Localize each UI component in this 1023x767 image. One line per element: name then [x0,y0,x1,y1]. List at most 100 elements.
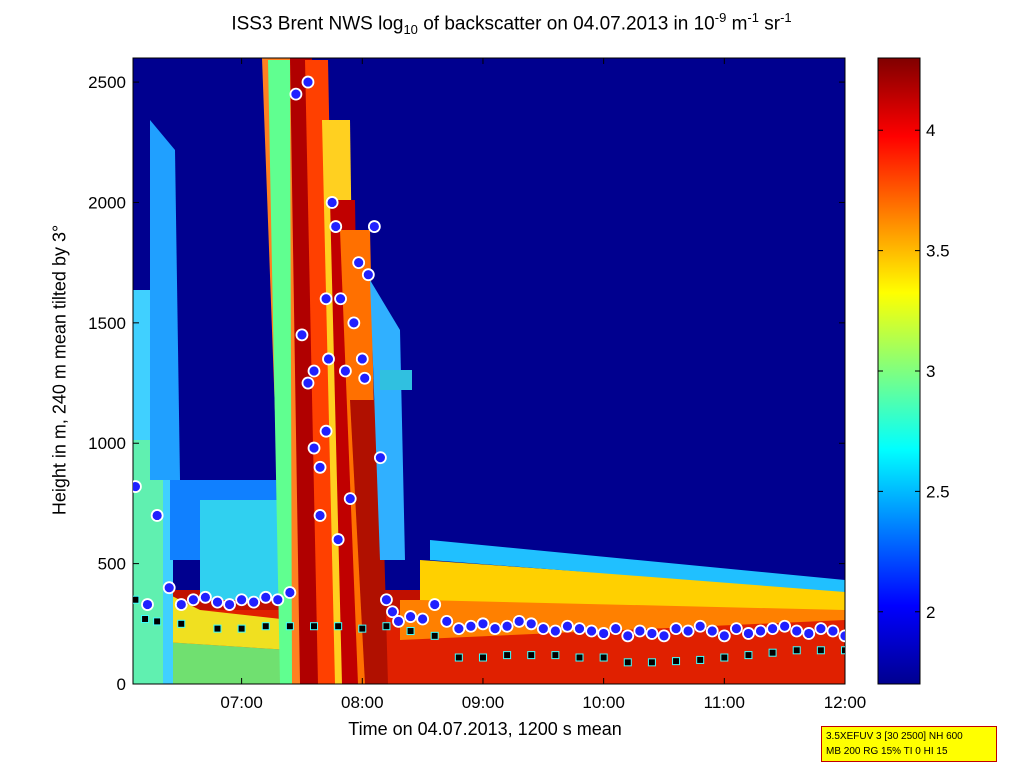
cloud-base-point [768,648,777,657]
plot-frame [132,57,846,685]
blh-point [609,622,623,636]
blh-point [347,316,361,330]
y-axis: 0 500 1000 1500 2000 2500 [88,73,845,694]
blh-point [307,364,321,378]
blh-point [561,619,574,633]
x-tick-label: 09:00 [462,693,505,712]
cloud-base-point [454,653,463,662]
blh-point [754,624,767,638]
blh-point [621,629,635,643]
cloud-base-point [153,617,162,626]
cloud-base-point [406,627,415,636]
blh-point [367,220,381,233]
colorbar-tick-label: 2.5 [926,482,950,501]
cloud-base-point [141,614,150,623]
blh-point [289,87,303,101]
blh-point [322,352,335,366]
blh-point [235,593,249,607]
blh-point [536,622,550,636]
blh-point [476,617,490,631]
cloud-base-point [133,595,140,604]
blh-point [301,75,315,89]
y-tick-label: 1500 [88,314,126,333]
y-tick-label: 2500 [88,73,126,92]
blh-point [778,619,792,633]
x-axis: 07:00 08:00 09:00 10:00 11:00 12:00 [220,58,866,712]
blh-point [325,196,339,209]
x-tick-label: 11:00 [704,693,745,712]
cloud-base-point [478,653,487,662]
blh-point [331,533,345,546]
cloud-base-point [503,651,512,660]
blh-point [319,424,333,438]
blh-point [452,622,466,636]
blh-point [259,590,273,604]
blh-point [186,593,200,607]
blh-point [826,624,840,638]
chart-title: ISS3 Brent NWS log10 of backscatter on 0… [231,10,792,38]
blh-point [392,615,405,628]
cloud-base-point [213,624,222,633]
y-tick-label: 500 [98,555,126,574]
cloud-base-point [696,655,705,664]
blh-point [633,624,647,638]
settings-info-box: 3.5XEFUV 3 [30 2500] NH 600 MB 200 RG 15… [821,726,997,762]
blh-point [802,627,816,640]
blh-point [313,509,327,522]
blh-point [488,622,502,636]
cloud-base-point [334,622,343,631]
blh-point [681,624,695,638]
blh-point [223,598,236,611]
cloud-base-point [744,651,753,660]
colorbar-axis: 2 2.5 3 3.5 4 [878,121,950,622]
blh-point [705,624,719,638]
blh-point [386,605,399,619]
blh-point [307,441,321,455]
cloud-base-point [672,657,681,666]
cloud-base-point [720,653,729,662]
blh-point [271,593,285,607]
blh-point [352,256,366,270]
cloud-base-point [575,653,584,662]
colorbar-tick-label: 3.5 [926,242,950,261]
blh-point [211,595,224,609]
blh-point [790,624,804,638]
blh-point [597,627,611,640]
blh-point [301,376,315,390]
x-axis-label: Time on 04.07.2013, 1200 s mean [348,719,622,739]
cloud-base-point [647,658,656,667]
cloud-base-point [551,651,560,660]
colorbar-tick-label: 2 [926,603,935,622]
blh-point [645,627,659,640]
cloud-base-series [133,595,845,667]
boundary-layer-height-series [133,75,845,643]
x-tick-label: 08:00 [341,693,384,712]
x-tick-label: 10:00 [582,693,625,712]
cloud-base-point [261,622,270,631]
blh-point [573,622,586,636]
x-tick-label: 12:00 [824,693,867,712]
blh-point [464,619,478,633]
blh-point [838,629,845,643]
cloud-base-point [358,624,367,633]
y-tick-label: 1000 [88,434,126,453]
cloud-base-point [527,651,536,660]
colorbar [877,57,921,685]
blh-point [693,619,707,633]
cloud-base-point [177,619,186,628]
blh-point [358,371,372,385]
blh-point [729,622,743,636]
blh-point [162,581,176,595]
x-tick-label: 07:00 [220,693,263,712]
blh-point [355,352,369,366]
blh-point [141,598,154,611]
cloud-base-point [237,624,246,633]
blh-point [657,629,671,643]
cloud-base-point [382,622,391,631]
blh-point [548,624,562,638]
y-axis-label: Height in m, 240 m mean tilted by 3° [49,224,70,516]
y-tick-label: 2000 [88,193,126,212]
cloud-base-point [841,646,845,655]
info-line-2: MB 200 RG 15% TI 0 HI 15 [826,746,948,757]
cloud-base-point [792,646,801,655]
